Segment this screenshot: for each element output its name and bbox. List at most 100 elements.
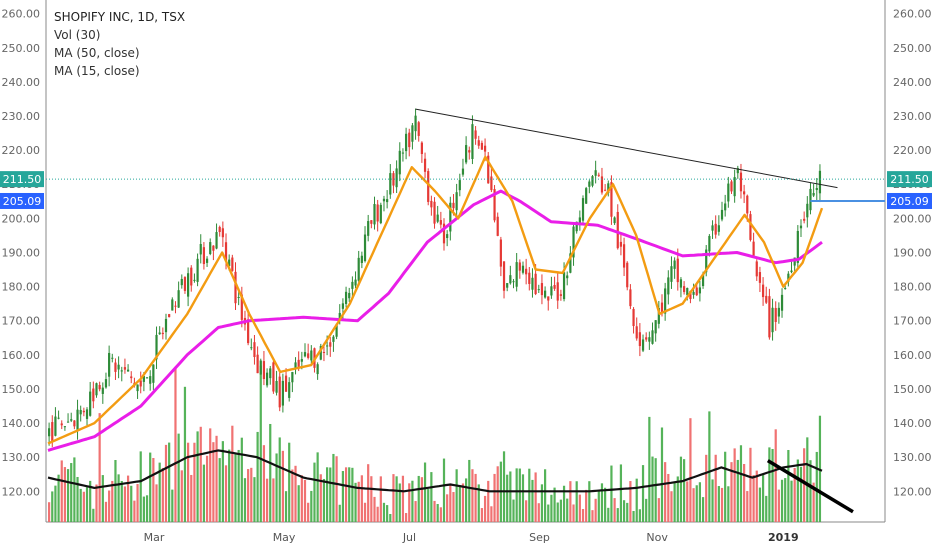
candle-body bbox=[427, 171, 430, 202]
legend-item-ma15[interactable]: MA (15, close) bbox=[54, 64, 140, 78]
volume-bar bbox=[645, 498, 648, 522]
candle-body bbox=[164, 318, 168, 333]
candle-body bbox=[537, 289, 540, 291]
volume-bar bbox=[92, 508, 95, 522]
candle-body bbox=[689, 290, 692, 300]
candle-body bbox=[543, 290, 547, 298]
y-tick-label-right: 140.00 bbox=[893, 417, 932, 430]
candle-body bbox=[76, 409, 79, 431]
candle-body bbox=[780, 294, 784, 311]
volume-bar bbox=[471, 469, 474, 522]
volume-bar bbox=[449, 483, 452, 522]
candle-body bbox=[569, 253, 572, 273]
legend-title[interactable]: SHOPIFY INC, 1D, TSX bbox=[54, 10, 186, 24]
chart-legend: SHOPIFY INC, 1D, TSX Vol (30) MA (50, cl… bbox=[54, 8, 185, 80]
candle-body bbox=[142, 376, 145, 382]
candle-body bbox=[95, 383, 98, 396]
volume-bar bbox=[70, 463, 73, 522]
volume-bar bbox=[291, 469, 294, 522]
y-tick-label-left: 120.00 bbox=[2, 485, 41, 498]
volume-bar bbox=[177, 433, 180, 522]
candle-body bbox=[591, 176, 594, 186]
candle-body bbox=[695, 287, 698, 296]
volume-bar bbox=[398, 483, 401, 522]
volume-bar bbox=[812, 482, 815, 522]
candle-body bbox=[278, 376, 281, 408]
candle-body bbox=[373, 204, 376, 225]
volume-bar bbox=[705, 454, 708, 522]
volume-bar bbox=[433, 500, 436, 522]
volume-bar bbox=[123, 486, 127, 522]
volume-bar bbox=[531, 479, 534, 522]
volume-bar bbox=[89, 480, 92, 522]
volume-bar bbox=[616, 508, 619, 522]
candle-body bbox=[54, 416, 57, 436]
candle-body bbox=[790, 270, 793, 273]
candle-body bbox=[234, 271, 237, 304]
candle-body bbox=[212, 245, 215, 251]
volume-bar bbox=[550, 494, 553, 522]
candle-body bbox=[85, 409, 89, 419]
candle-body bbox=[806, 203, 809, 218]
candle-body bbox=[784, 288, 787, 290]
candle-body bbox=[572, 226, 575, 258]
candle-body bbox=[474, 130, 477, 139]
volume-bar bbox=[654, 458, 657, 522]
candle-body bbox=[509, 275, 512, 284]
y-tick-label-left: 230.00 bbox=[2, 110, 41, 123]
volume-bar bbox=[256, 431, 259, 522]
candle-body bbox=[793, 257, 796, 266]
candle-body bbox=[354, 279, 357, 286]
volume-bar bbox=[373, 496, 376, 522]
candle-body bbox=[259, 360, 262, 375]
candle-body bbox=[471, 124, 474, 159]
candle-body bbox=[379, 204, 382, 224]
candle-body bbox=[145, 377, 149, 379]
volume-bar bbox=[145, 495, 149, 522]
volume-bar bbox=[95, 484, 98, 522]
volume-bar bbox=[265, 478, 269, 522]
candle-body bbox=[404, 133, 408, 152]
volume-bar bbox=[187, 442, 190, 522]
volume-bar bbox=[749, 447, 752, 522]
volume-bar bbox=[698, 482, 702, 522]
volume-bar bbox=[300, 475, 303, 522]
candle-body bbox=[771, 307, 774, 333]
volume-bar bbox=[190, 474, 193, 522]
legend-item-ma50[interactable]: MA (50, close) bbox=[54, 46, 140, 60]
volume-bar bbox=[382, 502, 386, 522]
volume-bar bbox=[57, 474, 60, 522]
legend-item-volume[interactable]: Vol (30) bbox=[54, 28, 101, 42]
volume-bar bbox=[395, 476, 398, 522]
y-tick-label-right: 260.00 bbox=[893, 8, 932, 21]
volume-bar bbox=[607, 507, 610, 522]
volume-bar bbox=[79, 488, 82, 522]
candle-body bbox=[550, 286, 553, 296]
candle-body bbox=[809, 188, 812, 211]
candle-body bbox=[442, 223, 446, 244]
candle-body bbox=[101, 387, 104, 394]
volume-bar bbox=[240, 437, 243, 522]
candle-body bbox=[499, 239, 502, 267]
candle-body bbox=[108, 352, 111, 377]
candle-body bbox=[761, 284, 765, 298]
candle-body bbox=[452, 202, 455, 209]
resistance-trendline[interactable] bbox=[415, 108, 838, 189]
volume-bar bbox=[205, 455, 209, 522]
candle-body bbox=[376, 204, 379, 222]
level-price-tag-right: 205.09 bbox=[890, 195, 929, 208]
volume-bar bbox=[512, 499, 515, 522]
volume-trendline[interactable] bbox=[766, 459, 854, 514]
volume-bar bbox=[796, 459, 799, 522]
level-price-tag-left: 205.09 bbox=[3, 195, 42, 208]
volume-bar bbox=[386, 505, 389, 522]
candle-body bbox=[348, 292, 351, 299]
volume-bar bbox=[139, 451, 142, 522]
candle-body bbox=[104, 379, 108, 388]
candle-body bbox=[487, 155, 490, 184]
candle-body bbox=[477, 140, 480, 146]
candle-body bbox=[638, 332, 641, 347]
candle-body bbox=[190, 267, 193, 286]
